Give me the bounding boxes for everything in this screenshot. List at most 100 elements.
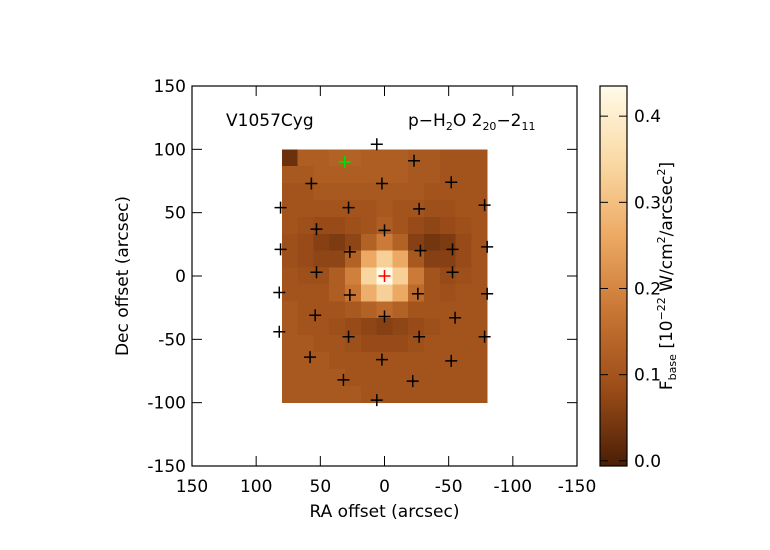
heat-cell	[313, 301, 330, 319]
heat-cell	[360, 352, 378, 370]
heat-cell	[392, 166, 409, 184]
heat-cell	[423, 267, 441, 285]
heat-cell	[329, 335, 346, 353]
heat-cell	[313, 200, 330, 218]
heat-cell	[455, 149, 472, 167]
heat-cell	[471, 250, 488, 268]
heat-cell	[345, 267, 362, 285]
heat-cell	[281, 250, 299, 268]
heat-cell	[360, 267, 378, 285]
heat-cell	[297, 149, 314, 167]
heat-cell	[455, 183, 472, 201]
heat-cell	[455, 335, 472, 353]
text-part: O 2	[453, 111, 483, 131]
position-cross	[310, 223, 323, 236]
heat-cell	[423, 149, 441, 167]
text-part: base	[666, 354, 679, 380]
heat-cell	[281, 166, 299, 184]
heat-cell	[392, 233, 409, 252]
position-cross	[445, 354, 458, 367]
heat-cell	[345, 233, 362, 252]
y-tick-label: -150	[147, 457, 186, 477]
heat-cell	[439, 250, 456, 268]
position-cross	[273, 325, 286, 338]
heat-cell	[329, 183, 346, 201]
heat-cell	[408, 335, 425, 353]
heat-cell	[313, 368, 330, 387]
heat-cell	[329, 200, 346, 218]
heat-cell	[297, 385, 314, 404]
colorbar-tick-label: 0.3	[634, 193, 661, 213]
heat-cell	[471, 149, 488, 167]
position-cross	[478, 330, 491, 343]
heat-cell	[408, 166, 425, 184]
heat-cell	[471, 301, 488, 319]
heat-cell	[408, 233, 425, 252]
heat-cell	[281, 200, 299, 218]
position-cross	[343, 245, 356, 258]
heat-cell	[408, 267, 425, 285]
text-part: F	[657, 380, 677, 390]
heat-cell	[439, 284, 456, 302]
heat-cell	[345, 200, 362, 218]
heat-cell	[471, 335, 488, 353]
heat-cell	[439, 166, 456, 184]
text-part: −2	[496, 111, 521, 131]
x-tick-label: 0	[379, 477, 390, 497]
heat-cell	[281, 149, 299, 167]
line-annotation: p−H2O 220−211	[408, 111, 536, 133]
position-cross	[273, 286, 286, 299]
heat-cell	[392, 284, 409, 302]
text-part: p−H	[408, 111, 446, 131]
heat-cell	[281, 267, 299, 285]
heat-cell	[392, 301, 409, 319]
heat-cell	[439, 267, 456, 285]
colorbar	[599, 85, 628, 467]
heat-cell	[360, 284, 378, 302]
heat-cell	[423, 301, 441, 319]
heat-cell	[313, 166, 330, 184]
colorbar-tick-label: 0.1	[634, 366, 661, 386]
heat-cell	[408, 385, 425, 404]
heat-cell	[360, 166, 378, 184]
position-cross	[408, 154, 421, 167]
x-tick-label: -150	[558, 477, 597, 497]
position-cross	[446, 266, 459, 279]
heat-cell	[297, 166, 314, 184]
heat-cell	[297, 368, 314, 387]
heat-cell	[471, 352, 488, 370]
heat-cell	[329, 352, 346, 370]
heat-cell	[376, 301, 393, 319]
heat-cell	[455, 385, 472, 404]
heat-cell	[281, 216, 299, 235]
heat-cell	[439, 183, 456, 201]
heat-cell	[423, 284, 441, 302]
heat-cell	[345, 216, 362, 235]
heat-cell	[297, 352, 314, 370]
heat-cell	[313, 149, 330, 167]
heat-cell	[471, 233, 488, 252]
heat-cell	[281, 352, 299, 370]
heat-cell	[313, 250, 330, 268]
heat-cell	[313, 183, 330, 201]
position-cross	[343, 289, 356, 301]
heat-cell	[329, 368, 346, 387]
heat-cell	[439, 149, 456, 167]
heat-cell	[392, 216, 409, 235]
heat-cell	[392, 385, 409, 404]
position-cross	[378, 224, 391, 237]
heat-cell	[313, 284, 330, 302]
position-cross	[481, 287, 494, 300]
heat-cell	[345, 335, 362, 353]
text-part: W/cm	[657, 243, 677, 297]
heat-cell	[281, 318, 299, 336]
position-cross	[378, 310, 391, 323]
colorbar-tick-label: 0.4	[634, 107, 661, 127]
heat-cell	[281, 284, 299, 302]
heat-cell	[345, 250, 362, 268]
heat-cell	[329, 301, 346, 319]
heat-cell	[376, 250, 393, 268]
position-cross	[445, 176, 458, 189]
position-cross	[304, 351, 317, 364]
